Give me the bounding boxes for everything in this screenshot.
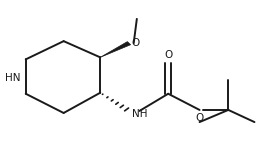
Text: O: O xyxy=(195,113,204,123)
Text: HN: HN xyxy=(5,73,21,83)
Text: NH: NH xyxy=(132,109,147,119)
Text: O: O xyxy=(132,38,140,48)
Polygon shape xyxy=(100,42,131,57)
Text: O: O xyxy=(164,50,172,60)
